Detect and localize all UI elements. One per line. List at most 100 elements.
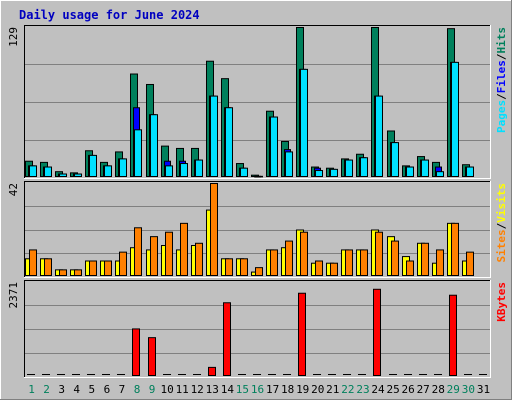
bar-pages <box>270 116 278 177</box>
bar-sites <box>240 258 248 276</box>
day-label: 19 <box>296 383 309 396</box>
day-label: 2 <box>43 383 50 396</box>
day-label: 26 <box>401 383 414 396</box>
day-label: 16 <box>251 383 264 396</box>
bar-sites <box>180 222 188 277</box>
bar-sites <box>421 242 429 277</box>
bar-sites <box>391 240 399 276</box>
bar-sites <box>375 231 383 276</box>
bar-sites <box>150 236 158 276</box>
day-label: 29 <box>447 383 460 396</box>
bar-sites <box>119 251 127 276</box>
bar-sites <box>330 262 338 277</box>
day-label: 4 <box>73 383 80 396</box>
day-label: 30 <box>462 383 475 396</box>
bar-pages <box>360 157 368 178</box>
bar-pages <box>421 159 429 177</box>
day-label: 24 <box>371 383 385 396</box>
bar-sites <box>195 242 203 277</box>
bar-sites <box>270 249 278 277</box>
bar-kbytes <box>298 292 306 376</box>
bar-sites <box>210 183 218 276</box>
bar-pages <box>225 107 233 177</box>
bar-pages <box>29 165 37 177</box>
bar-pages <box>451 61 459 177</box>
day-label: 15 <box>236 383 249 396</box>
day-label: 25 <box>386 383 399 396</box>
bar-pages <box>330 168 338 177</box>
side-legend-label: KBytes <box>495 282 508 322</box>
bar-kbytes <box>373 288 381 376</box>
bar-sites <box>29 249 37 277</box>
legend-entry-sites: Sites <box>495 229 508 262</box>
bar-pages <box>150 114 158 178</box>
bar-kbytes <box>132 328 140 377</box>
bar-pages <box>104 165 112 177</box>
bar-sites <box>345 249 353 277</box>
day-label: 12 <box>191 383 204 396</box>
day-label: 18 <box>281 383 294 396</box>
day-label: 17 <box>266 383 279 396</box>
bar-pages <box>240 167 248 178</box>
bar-sites <box>466 251 474 276</box>
bar-pages <box>300 68 308 177</box>
bar-pages <box>44 166 52 177</box>
bar-sites <box>134 227 142 277</box>
axis-max-label: 42 <box>7 183 20 196</box>
day-label: 31 <box>477 383 490 396</box>
bar-sites <box>104 260 112 276</box>
day-label: 1 <box>28 383 35 396</box>
bar-pages <box>89 154 97 178</box>
bar-sites <box>406 260 414 276</box>
bar-pages <box>255 175 263 178</box>
bar-sites <box>451 222 459 277</box>
day-label: 6 <box>104 383 111 396</box>
day-label: 8 <box>134 383 141 396</box>
bar-sites <box>285 240 293 276</box>
day-label: 13 <box>206 383 219 396</box>
panel-kbytes: 2371 KBytes <box>7 280 508 378</box>
bar-pages <box>134 129 142 177</box>
legend-entry-visits: Visits <box>495 183 508 223</box>
day-label: 7 <box>119 383 126 396</box>
panel-visits-sites: 42 Sites/Visits <box>7 181 508 278</box>
bar-pages <box>436 171 444 178</box>
day-axis-labels: 1 2 3 4 5 6 7 8 9 10 11 12 13 14 15 16 17 18 19 20 21 22 23 24 2… <box>28 383 490 396</box>
day-label: 22 <box>341 383 354 396</box>
bar-kbytes <box>208 366 216 376</box>
bar-pages <box>285 151 293 178</box>
day-label: 28 <box>432 383 445 396</box>
bar-sites <box>315 260 323 276</box>
bar-pages <box>74 173 82 177</box>
bar-kbytes <box>148 337 156 376</box>
bar-pages <box>375 95 383 177</box>
bar-sites <box>360 249 368 277</box>
bar-pages <box>466 166 474 177</box>
day-label: 11 <box>176 383 189 396</box>
bar-pages <box>165 165 173 177</box>
bar-sites <box>59 269 67 277</box>
day-label: 3 <box>58 383 65 396</box>
chart-title: Daily usage for June 2024 <box>19 8 200 22</box>
bar-pages <box>119 158 127 178</box>
side-legend-label: Sites/Visits <box>495 183 508 263</box>
bar-sites <box>436 249 444 277</box>
day-label: 14 <box>221 383 235 396</box>
legend-separator: / <box>495 93 508 100</box>
legend-separator: / <box>495 53 508 60</box>
day-label: 21 <box>326 383 339 396</box>
axis-max-label: 2371 <box>7 282 20 309</box>
bar-pages <box>59 173 67 177</box>
legend-entry-kbytes: KBytes <box>495 282 508 322</box>
panel-hits-files-pages: 129 Pages/Files/Hits <box>7 25 508 179</box>
side-legend-label: Pages/Files/Hits <box>495 27 508 133</box>
bar-pages <box>391 142 399 177</box>
bar-pages <box>180 163 188 177</box>
bar-sites <box>225 258 233 276</box>
day-label: 23 <box>356 383 369 396</box>
bar-kbytes <box>449 294 457 377</box>
bar-sites <box>44 258 52 276</box>
axis-max-label: 129 <box>7 27 20 47</box>
bar-kbytes <box>223 302 231 377</box>
